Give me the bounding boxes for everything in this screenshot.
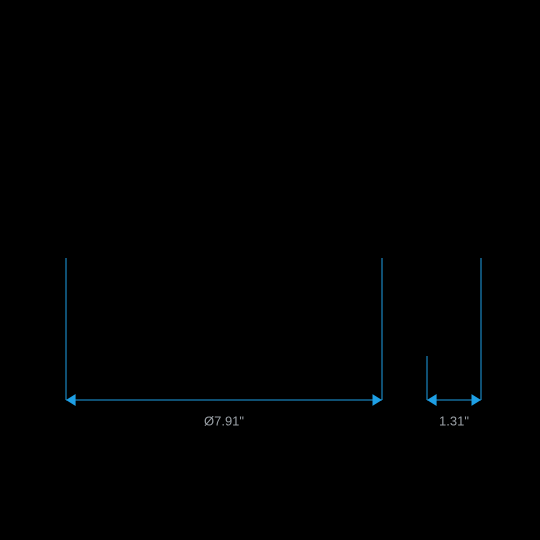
- dimension-label-depth: 1.31": [439, 414, 469, 429]
- dimension-diagram: Ø7.91" 1.31": [0, 0, 540, 540]
- dimension-label-diameter: Ø7.91": [204, 414, 244, 429]
